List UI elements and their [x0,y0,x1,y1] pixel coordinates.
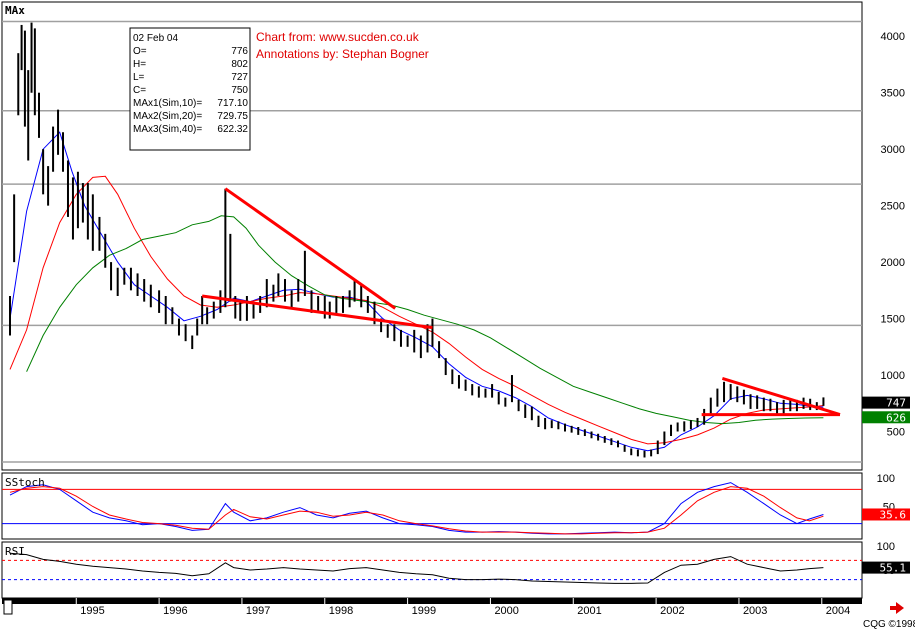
info-box: 02 Feb 04 O= 776 H= 802 L= 727 C= 750 MAx1(Sim,1… [129,27,251,151]
last-price-badge [862,396,910,409]
moving-average-line-3 [26,215,824,425]
rsi-panel-label: RSI [5,545,25,558]
rsi-tick-label: 100 [877,541,895,553]
info-row-value: 717.10 [217,98,248,109]
info-row-label: MAx3(Sim,40)= [133,124,202,135]
price-tick-label: 2500 [881,201,905,213]
info-row-value: 802 [231,59,248,70]
info-row-label: MAx2(Sim,20)= [133,111,202,122]
year-label: 1998 [329,605,353,617]
year-label: 1997 [246,605,270,617]
year-label: 2002 [660,605,684,617]
year-label: 2000 [494,605,518,617]
sstoch-panel-label: SStoch [5,476,45,489]
price-tick-label: 1500 [881,314,905,326]
ma-value-badge [862,411,910,424]
sstoch-d-line [9,486,824,535]
info-row-label: C= [133,85,146,96]
time-axis-strip [2,598,862,604]
info-box-date: 02 Feb 04 [133,33,178,44]
sstoch-badge [862,508,910,521]
price-tick-label: 3500 [881,88,905,100]
price-tick-label: 500 [887,427,905,439]
footer-copyright: CQG ©1998 [863,619,915,630]
scroll-left-handle[interactable] [3,599,13,615]
year-label: 1999 [412,605,436,617]
sstoch-panel-frame [1,472,863,540]
trendline [721,376,841,417]
trendline [201,294,433,330]
price-tick-label: 4000 [881,31,905,43]
info-row-value: 622.32 [217,124,248,135]
price-panel-frame [1,1,863,471]
credit-source: Chart from: www.sucden.co.uk [256,30,420,44]
rsi-badge [862,561,910,574]
info-row-value: 729.75 [217,111,248,122]
info-row-label: L= [133,72,145,83]
year-label: 2001 [577,605,601,617]
info-row-value: 727 [231,72,248,83]
trendline [224,187,397,310]
sstoch-badge-text: 35.6 [880,508,907,521]
year-label: 2004 [826,605,850,617]
ma-value-badge-text: 626 [886,411,906,424]
last-price-badge-text: 747 [886,397,906,410]
main-panel-label: MAx [5,4,25,17]
year-label: 1995 [80,605,104,617]
moving-average-line-1 [9,131,824,452]
info-row-label: MAx1(Sim,10)= [133,98,202,109]
info-row-label: H= [133,59,146,70]
scroll-right-arrow-icon[interactable] [890,602,904,614]
rsi-badge-text: 55.1 [880,562,907,575]
year-label: 1996 [163,605,187,617]
sstoch-tick-label: 100 [877,473,895,485]
year-label: 2003 [743,605,767,617]
rsi-line [9,552,824,584]
sstoch-k-line [9,482,824,535]
credit-annotations: Annotations by: Stephan Bogner [256,47,429,61]
price-tick-label: 1000 [881,370,905,382]
price-tick-label: 3000 [881,144,905,156]
info-row-value: 776 [231,46,248,57]
price-tick-label: 2000 [881,257,905,269]
info-row-value: 750 [231,85,248,96]
info-row-label: O= [133,46,147,57]
